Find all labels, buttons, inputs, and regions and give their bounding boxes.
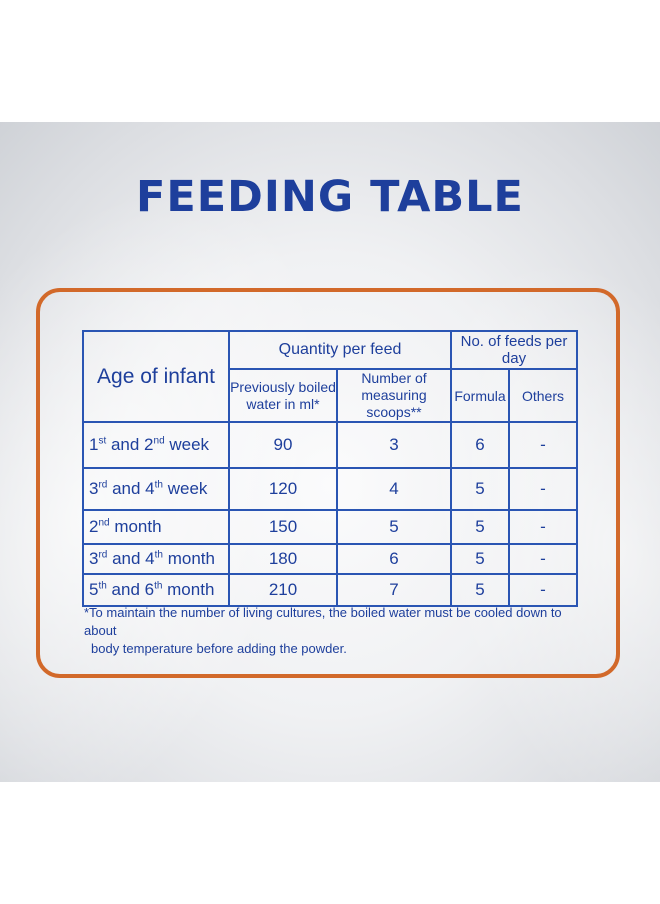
table-row: 2nd month 150 5 5 - xyxy=(82,509,578,545)
table-row: 1st and 2nd week 90 3 6 - xyxy=(82,421,578,469)
age-cell: 1st and 2nd week xyxy=(82,421,230,469)
scoops-header: Number of measuring scoops** xyxy=(336,368,452,423)
age-cell: 3rd and 4th month xyxy=(82,543,230,575)
water-header-line2: water in ml* xyxy=(246,395,320,412)
others-cell: - xyxy=(508,573,578,607)
footnote-line1: *To maintain the number of living cultur… xyxy=(84,605,562,638)
feeds-header: No. of feeds per day xyxy=(450,330,578,370)
page-title: FEEDING TABLE xyxy=(136,172,524,222)
others-header: Others xyxy=(508,368,578,423)
others-cell: - xyxy=(508,467,578,511)
formula-cell: 5 xyxy=(450,467,510,511)
scoops-header-line2: measuring scoops** xyxy=(361,387,427,420)
water-cell: 90 xyxy=(228,421,338,469)
scoops-cell: 5 xyxy=(336,509,452,545)
table-row: 5th and 6th month 210 7 5 - xyxy=(82,573,578,607)
table-row: 3rd and 4th month 180 6 5 - xyxy=(82,543,578,575)
others-cell: - xyxy=(508,421,578,469)
feeding-table: Age of infant Quantity per feed No. of f… xyxy=(82,330,578,607)
scoops-cell: 6 xyxy=(336,543,452,575)
age-header: Age of infant xyxy=(82,330,230,423)
formula-header: Formula xyxy=(450,368,510,423)
scoops-cell: 7 xyxy=(336,573,452,607)
water-header: Previously boiled water in ml* xyxy=(228,368,338,423)
footnote-line2: body temperature before adding the powde… xyxy=(91,641,347,656)
quantity-header: Quantity per feed xyxy=(228,330,452,370)
orange-frame xyxy=(36,288,620,678)
others-cell: - xyxy=(508,509,578,545)
formula-cell: 6 xyxy=(450,421,510,469)
formula-cell: 5 xyxy=(450,543,510,575)
water-header-line1: Previously boiled xyxy=(230,378,336,395)
scoops-header-line1: Number of xyxy=(361,370,427,386)
water-cell: 210 xyxy=(228,573,338,607)
table-row: 3rd and 4th week 120 4 5 - xyxy=(82,467,578,511)
formula-cell: 5 xyxy=(450,573,510,607)
scoops-cell: 3 xyxy=(336,421,452,469)
age-cell: 5th and 6th month xyxy=(82,573,230,607)
water-cell: 180 xyxy=(228,543,338,575)
scoops-cell: 4 xyxy=(336,467,452,511)
age-cell: 2nd month xyxy=(82,509,230,545)
water-cell: 120 xyxy=(228,467,338,511)
others-cell: - xyxy=(508,543,578,575)
footnote: *To maintain the number of living cultur… xyxy=(84,604,584,658)
water-cell: 150 xyxy=(228,509,338,545)
formula-cell: 5 xyxy=(450,509,510,545)
age-cell: 3rd and 4th week xyxy=(82,467,230,511)
